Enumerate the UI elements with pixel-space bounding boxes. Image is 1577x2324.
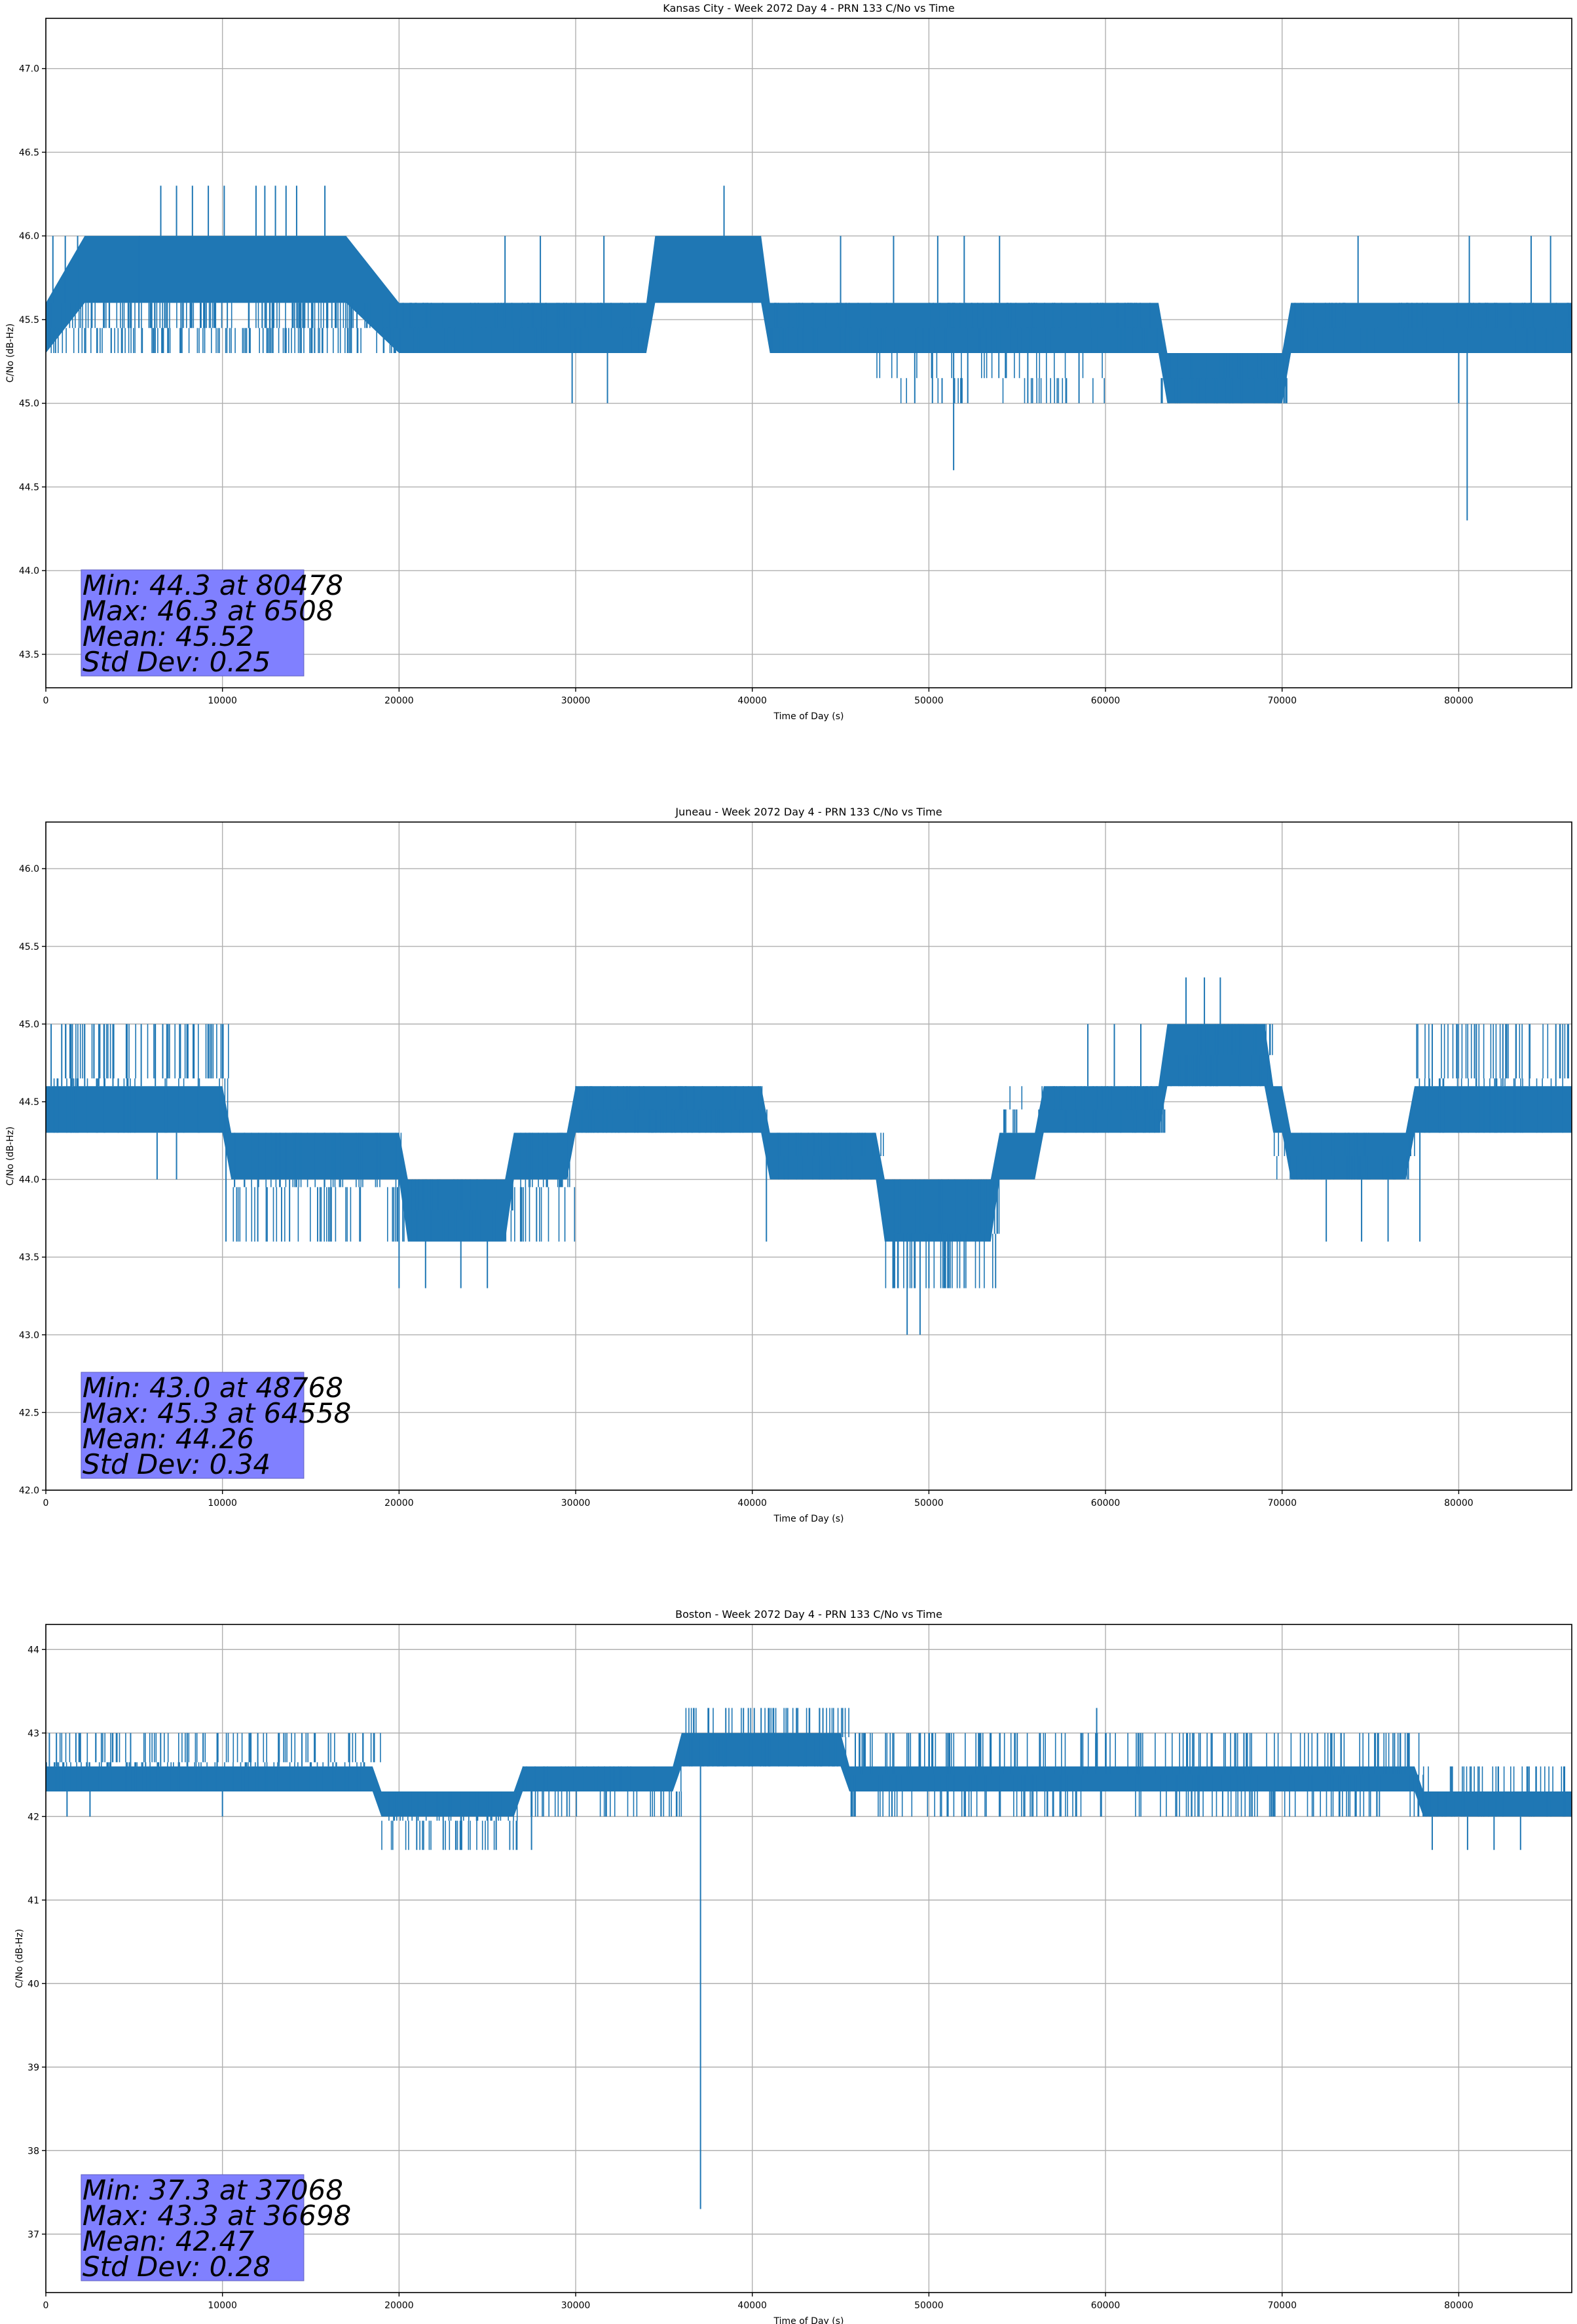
x-tick-label: 10000 — [208, 696, 237, 706]
y-tick-label: 46.0 — [19, 231, 39, 242]
y-axis-label: C/No (dB-Hz) — [5, 324, 16, 383]
x-tick-label: 30000 — [561, 1498, 591, 1509]
x-axis-label: Time of Day (s) — [773, 2316, 844, 2324]
stats-line: Std Dev: 0.28 — [83, 2251, 270, 2283]
y-tick-label: 44 — [28, 1645, 39, 1655]
x-tick-label: 80000 — [1444, 2300, 1474, 2311]
x-tick-label: 60000 — [1091, 1498, 1121, 1509]
y-tick-label: 42.0 — [19, 1486, 39, 1496]
stats-line: Min: 37.3 at 37068 — [83, 2174, 343, 2206]
y-tick-label: 41 — [28, 1896, 39, 1906]
y-tick-label: 38 — [28, 2146, 39, 2156]
series-c-no — [46, 185, 1572, 521]
x-axis-label: Time of Day (s) — [773, 1514, 844, 1524]
chart-title: Juneau - Week 2072 Day 4 - PRN 133 C/No … — [675, 806, 942, 818]
chart-title: Kansas City - Week 2072 Day 4 - PRN 133 … — [663, 2, 954, 14]
series-noise — [47, 303, 1572, 403]
x-tick-label: 20000 — [384, 2300, 414, 2311]
y-tick-label: 39 — [28, 2063, 39, 2073]
chart-title: Boston - Week 2072 Day 4 - PRN 133 C/No … — [675, 1608, 942, 1621]
x-tick-label: 70000 — [1267, 696, 1297, 706]
y-tick-label: 43.0 — [19, 1330, 39, 1341]
axis-ticks: 0 10000 20000 30000 40000 50000 60000 70000 8000… — [19, 864, 1474, 1509]
x-tick-label: 80000 — [1444, 696, 1474, 706]
x-tick-label: 50000 — [914, 696, 944, 706]
x-tick-label: 0 — [43, 696, 49, 706]
stats-line: Min: 44.3 at 80478 — [83, 569, 343, 601]
stats-line: Max: 43.3 at 36698 — [83, 2200, 351, 2232]
x-tick-label: 70000 — [1267, 1498, 1297, 1509]
stats-line: Max: 45.3 at 64558 — [83, 1397, 351, 1429]
x-tick-label: 50000 — [914, 2300, 944, 2311]
series-band — [46, 1733, 1572, 1817]
x-tick-label: 30000 — [561, 2300, 591, 2311]
y-tick-label: 42 — [28, 1812, 39, 1822]
chart-panel-2: 0 10000 20000 30000 40000 50000 60000 70000 8000… — [5, 806, 1572, 1524]
y-axis-label: C/No (dB-Hz) — [5, 1127, 16, 1186]
y-tick-label: 46.0 — [19, 864, 39, 874]
series-c-no — [46, 1708, 1572, 2209]
x-tick-label: 10000 — [208, 1498, 237, 1509]
y-tick-label: 45.0 — [19, 1019, 39, 1030]
stats-box-background — [81, 1372, 305, 1479]
y-tick-label: 46.5 — [19, 147, 39, 158]
y-tick-label: 43.5 — [19, 1252, 39, 1263]
chart-panel-1: 0 10000 20000 30000 40000 50000 60000 70000 8000… — [5, 2, 1572, 722]
x-tick-label: 40000 — [737, 2300, 767, 2311]
x-tick-label: 40000 — [737, 696, 767, 706]
stats-line: Std Dev: 0.34 — [83, 1448, 270, 1480]
x-tick-label: 0 — [43, 1498, 49, 1509]
stats-line: Mean: 44.26 — [83, 1423, 254, 1455]
x-tick-label: 60000 — [1091, 2300, 1121, 2311]
x-tick-label: 10000 — [208, 2300, 237, 2311]
axis-ticks: 0 10000 20000 30000 40000 50000 60000 70000 8000… — [19, 64, 1474, 706]
x-axis-label: Time of Day (s) — [773, 711, 844, 722]
stats-line: Max: 46.3 at 6508 — [83, 595, 334, 627]
y-tick-label: 42.5 — [19, 1408, 39, 1418]
x-tick-label: 60000 — [1091, 696, 1121, 706]
stats-box-background — [81, 2174, 305, 2281]
x-tick-label: 30000 — [561, 696, 591, 706]
plot-frame — [45, 1624, 1572, 2293]
y-tick-label: 44.0 — [19, 566, 39, 576]
y-tick-label: 37 — [28, 2230, 39, 2240]
plot-frame — [45, 18, 1572, 688]
x-tick-label: 40000 — [737, 1498, 767, 1509]
y-tick-label: 44.0 — [19, 1175, 39, 1186]
x-tick-label: 80000 — [1444, 1498, 1474, 1509]
x-tick-label: 70000 — [1267, 2300, 1297, 2311]
x-tick-label: 20000 — [384, 696, 414, 706]
axis-ticks: 0 10000 20000 30000 40000 50000 60000 70000 8000… — [28, 1645, 1474, 2311]
stats-line: Mean: 42.47 — [83, 2225, 254, 2257]
y-tick-label: 47.0 — [19, 64, 39, 75]
y-tick-label: 44.5 — [19, 482, 39, 493]
stats-line: Mean: 45.52 — [83, 620, 254, 652]
plot-frame — [45, 821, 1572, 1491]
y-tick-label: 45.5 — [19, 315, 39, 326]
y-tick-label: 44.5 — [19, 1097, 39, 1108]
y-tick-label: 45.5 — [19, 942, 39, 952]
x-tick-label: 50000 — [914, 1498, 944, 1509]
series-noise — [46, 1708, 1572, 1850]
y-tick-label: 43 — [28, 1729, 39, 1739]
x-tick-label: 0 — [43, 2300, 49, 2311]
stats-box-background — [81, 569, 305, 677]
y-tick-label: 45.0 — [19, 399, 39, 409]
series-noise — [53, 1024, 1569, 1288]
series-c-no — [46, 977, 1572, 1335]
y-tick-label: 43.5 — [19, 650, 39, 660]
x-tick-label: 20000 — [384, 1498, 414, 1509]
y-tick-label: 40 — [28, 1979, 39, 1989]
stats-line: Min: 43.0 at 48768 — [83, 1372, 343, 1404]
chart-panel-3: 0 10000 20000 30000 40000 50000 60000 70000 8000… — [14, 1608, 1572, 2324]
y-axis-label: C/No (dB-Hz) — [14, 1929, 25, 1988]
stats-line: Std Dev: 0.25 — [83, 646, 270, 678]
